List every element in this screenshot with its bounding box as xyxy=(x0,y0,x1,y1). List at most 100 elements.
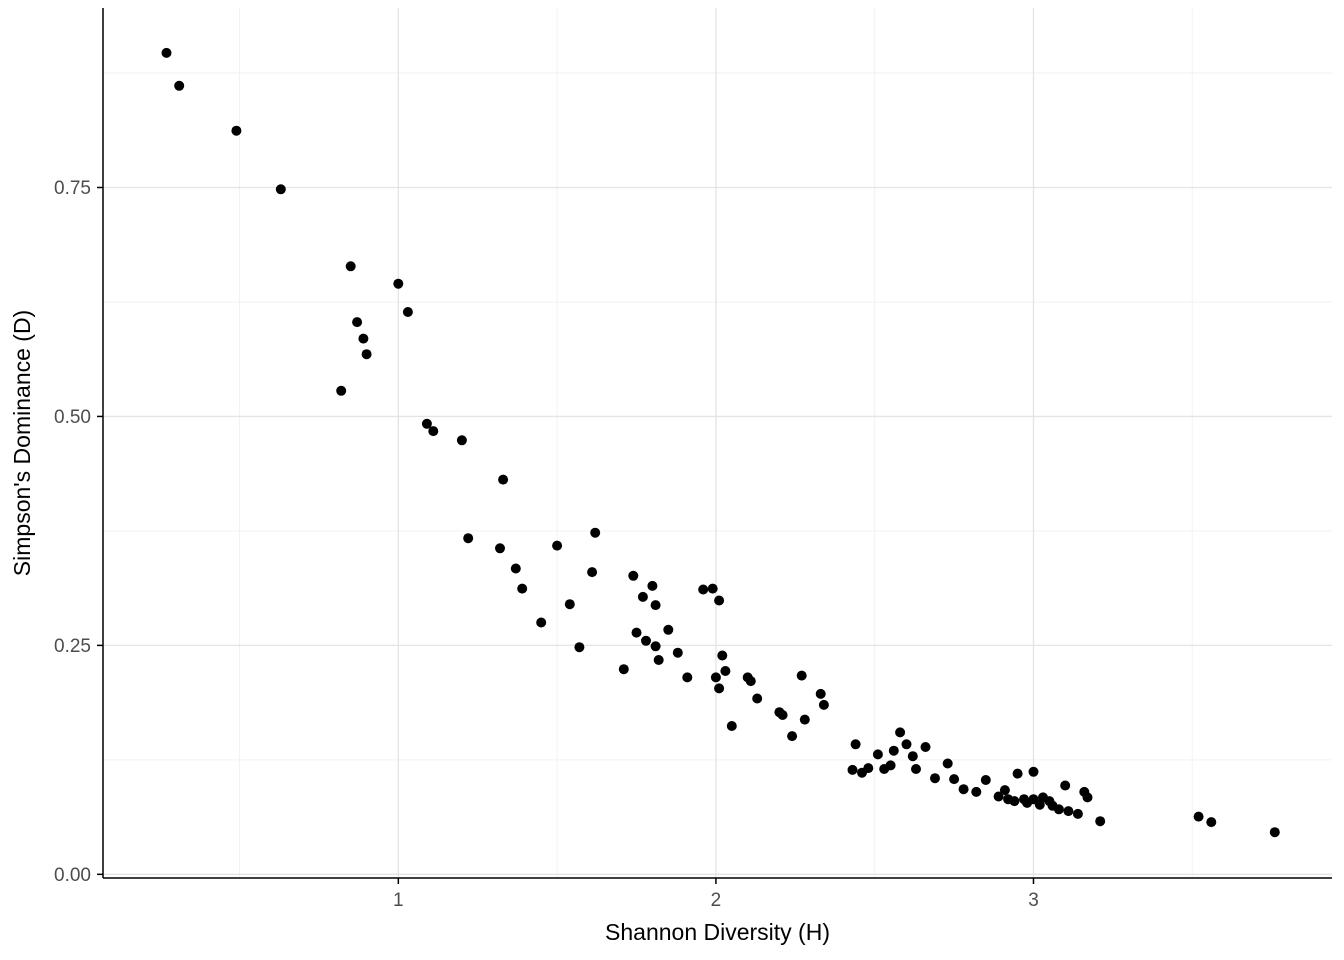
data-point xyxy=(980,775,991,785)
data-point xyxy=(653,655,664,665)
data-point xyxy=(402,307,413,317)
grid-minor-lines xyxy=(103,8,1332,878)
data-point xyxy=(799,714,810,725)
data-point xyxy=(361,349,372,360)
data-point xyxy=(650,641,661,652)
data-point xyxy=(847,764,858,775)
data-point xyxy=(818,699,829,710)
data-point xyxy=(949,774,960,785)
data-point xyxy=(1206,817,1217,828)
data-point xyxy=(517,583,528,594)
x-axis-title: Shannon Diversity (H) xyxy=(605,919,830,945)
data-point xyxy=(1028,766,1039,777)
data-point xyxy=(717,650,728,661)
data-point xyxy=(1060,780,1071,791)
data-point xyxy=(777,710,788,720)
data-point xyxy=(628,570,639,581)
data-point xyxy=(714,595,725,606)
tick-labels: 1 2 3 0.00 0.25 0.50 0.75 xyxy=(54,178,1039,911)
data-point xyxy=(726,721,737,731)
data-point xyxy=(663,624,674,635)
data-point xyxy=(971,786,982,797)
data-point xyxy=(682,672,693,683)
y-axis-title: Simpson's Dominance (D) xyxy=(9,310,35,576)
data-point xyxy=(275,184,286,195)
data-point xyxy=(1095,816,1106,827)
x-tick-label: 2 xyxy=(711,890,722,911)
data-point xyxy=(672,647,683,658)
x-tick-label: 1 xyxy=(393,890,404,911)
data-point xyxy=(930,773,940,784)
data-point xyxy=(650,600,661,611)
data-point xyxy=(393,278,404,289)
data-point xyxy=(1012,768,1023,779)
data-point xyxy=(888,745,899,756)
data-point xyxy=(641,635,651,646)
data-point xyxy=(1072,808,1083,819)
data-point xyxy=(1063,806,1074,817)
grid-major-lines xyxy=(103,8,1332,878)
data-point xyxy=(911,764,921,774)
y-tick-label: 0.25 xyxy=(54,636,91,657)
data-point xyxy=(463,533,474,544)
data-point xyxy=(999,785,1010,796)
data-point xyxy=(850,739,861,750)
data-point xyxy=(1269,827,1280,838)
data-point xyxy=(720,666,731,676)
data-point xyxy=(942,758,953,769)
data-point xyxy=(907,751,918,762)
data-point xyxy=(895,727,906,738)
data-point xyxy=(358,333,369,344)
x-tick-label: 3 xyxy=(1028,890,1039,911)
data-point xyxy=(345,261,356,272)
data-point xyxy=(637,591,648,602)
data-point xyxy=(495,543,505,554)
data-point xyxy=(498,474,509,485)
data-point xyxy=(161,47,172,58)
data-point xyxy=(901,739,912,750)
data-point xyxy=(710,672,721,683)
axis-lines xyxy=(102,8,1332,879)
data-point xyxy=(352,317,363,328)
data-point xyxy=(752,693,763,704)
data-point xyxy=(536,617,547,628)
data-point xyxy=(574,642,585,653)
data-point xyxy=(707,583,718,594)
data-point xyxy=(618,664,629,675)
data-point xyxy=(231,125,242,136)
y-tick-label: 0.75 xyxy=(54,178,91,199)
data-point xyxy=(863,763,874,774)
data-point xyxy=(796,670,807,681)
data-point xyxy=(421,418,432,429)
data-point xyxy=(1082,792,1093,803)
data-point xyxy=(336,385,347,396)
data-point xyxy=(787,731,798,742)
y-tick-label: 0.00 xyxy=(54,865,91,886)
data-points xyxy=(161,47,1280,838)
data-point xyxy=(428,426,439,437)
data-point xyxy=(552,540,563,551)
data-point xyxy=(1053,804,1064,815)
data-point xyxy=(920,742,931,752)
y-tick-label: 0.50 xyxy=(54,407,91,428)
data-point xyxy=(647,580,658,591)
data-point xyxy=(631,627,642,638)
data-point xyxy=(564,599,575,610)
data-point xyxy=(958,784,969,795)
data-point xyxy=(456,435,467,446)
data-point xyxy=(1193,811,1204,822)
data-point xyxy=(698,584,709,595)
data-point xyxy=(510,563,521,574)
data-point xyxy=(993,791,1004,802)
data-point xyxy=(714,683,725,694)
data-point xyxy=(590,527,601,538)
data-point xyxy=(885,760,896,771)
tick-marks xyxy=(97,186,1035,884)
data-point xyxy=(815,688,826,699)
data-point xyxy=(587,567,598,578)
data-point xyxy=(745,676,756,687)
data-point xyxy=(174,80,185,91)
data-point xyxy=(1009,796,1020,807)
